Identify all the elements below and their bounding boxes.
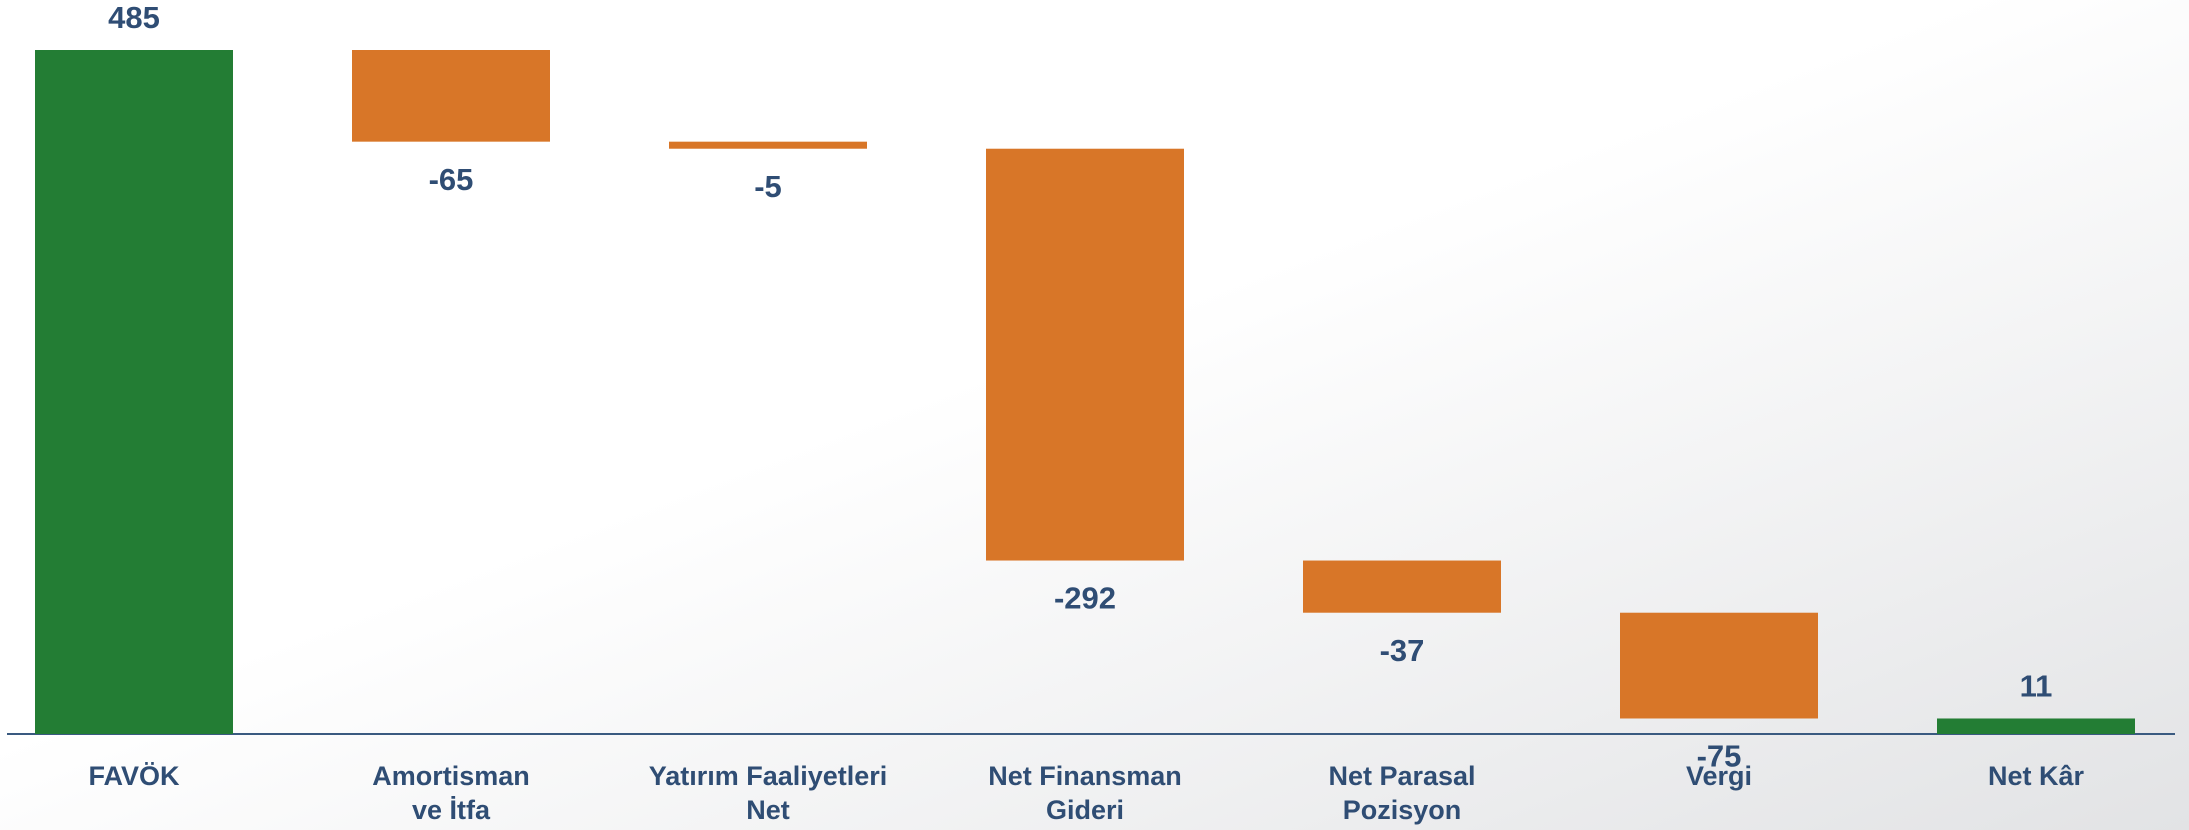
category-line: Yatırım Faaliyetleri — [649, 761, 888, 791]
bar — [35, 50, 233, 734]
category-line: Net Kâr — [1988, 761, 2085, 791]
bar — [1303, 560, 1501, 613]
value-label: 485 — [108, 0, 160, 35]
category-label: Net Kâr — [1988, 761, 2085, 791]
category-line: FAVÖK — [88, 761, 180, 791]
bar — [1620, 612, 1818, 719]
category-label: Amortisman ve İtfa — [372, 761, 530, 825]
bar — [669, 141, 867, 149]
bar — [352, 50, 550, 142]
bar — [1937, 718, 2135, 734]
category-label: Net Parasal Pozisyon — [1328, 761, 1475, 825]
bar — [986, 148, 1184, 561]
value-label: -5 — [754, 169, 782, 204]
value-label: -37 — [1380, 633, 1425, 668]
category-line: Pozisyon — [1343, 795, 1462, 825]
category-label: Net Finansman Gideri — [988, 761, 1182, 825]
category-line: Amortisman — [372, 761, 530, 791]
category-line: Net Parasal — [1328, 761, 1475, 791]
value-label: -65 — [429, 162, 474, 197]
category-line: Net Finansman — [988, 761, 1182, 791]
category-label: Vergi — [1686, 761, 1752, 791]
category-line: Vergi — [1686, 761, 1752, 791]
category-label: FAVÖK — [88, 761, 180, 791]
value-label: -75 — [1697, 739, 1742, 774]
category-line: ve İtfa — [412, 795, 491, 825]
value-label: -292 — [1054, 581, 1116, 616]
value-label: 11 — [2020, 669, 2053, 704]
category-label: Yatırım Faaliyetleri Net — [649, 761, 888, 825]
category-line: Gideri — [1046, 795, 1124, 825]
category-line: Net — [746, 795, 790, 825]
